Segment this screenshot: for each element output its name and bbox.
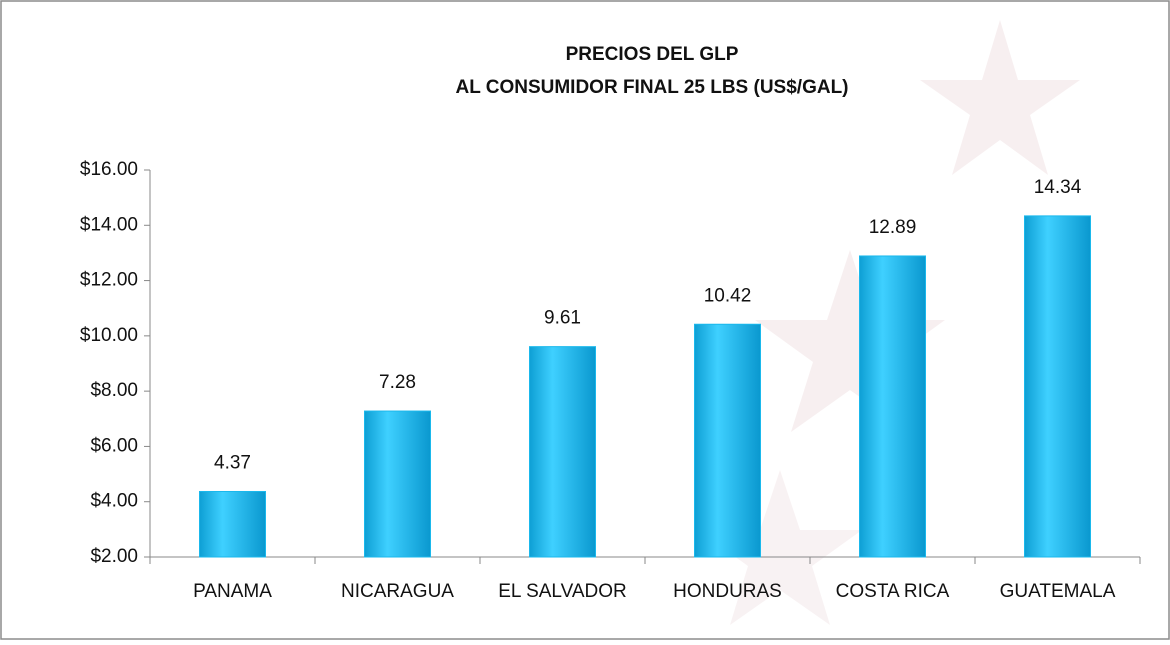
y-tick-label: $6.00 (90, 435, 138, 456)
bar (860, 256, 926, 557)
value-label: 9.61 (544, 308, 581, 329)
y-tick-label: $8.00 (90, 380, 138, 401)
x-tick-label: GUATEMALA (1000, 581, 1116, 602)
y-tick-label: $16.00 (80, 159, 138, 180)
y-tick-label: $14.00 (80, 214, 138, 235)
x-tick-label: PANAMA (193, 581, 272, 602)
value-label: 12.89 (869, 217, 917, 238)
x-tick-label: NICARAGUA (341, 581, 454, 602)
x-tick-label: EL SALVADOR (498, 581, 626, 602)
y-tick-label: $2.00 (90, 546, 138, 567)
bar (365, 411, 431, 557)
value-label: 10.42 (704, 285, 752, 306)
value-label: 14.34 (1034, 177, 1082, 198)
chart-title: PRECIOS DEL GLP (566, 44, 739, 65)
x-tick-label: HONDURAS (673, 581, 782, 602)
bar (530, 347, 596, 557)
bar (200, 491, 266, 557)
y-tick-label: $10.00 (80, 325, 138, 346)
bar (695, 324, 761, 557)
value-label: 4.37 (214, 453, 251, 474)
chart-title: AL CONSUMIDOR FINAL 25 LBS (US$/GAL) (455, 77, 848, 98)
bar (1025, 216, 1091, 557)
x-tick-label: COSTA RICA (836, 581, 950, 602)
value-label: 7.28 (379, 372, 416, 393)
y-tick-label: $12.00 (80, 270, 138, 291)
chart: PRECIOS DEL GLP AL CONSUMIDOR FINAL 25 L… (0, 0, 1170, 640)
y-tick-label: $4.00 (90, 491, 138, 512)
